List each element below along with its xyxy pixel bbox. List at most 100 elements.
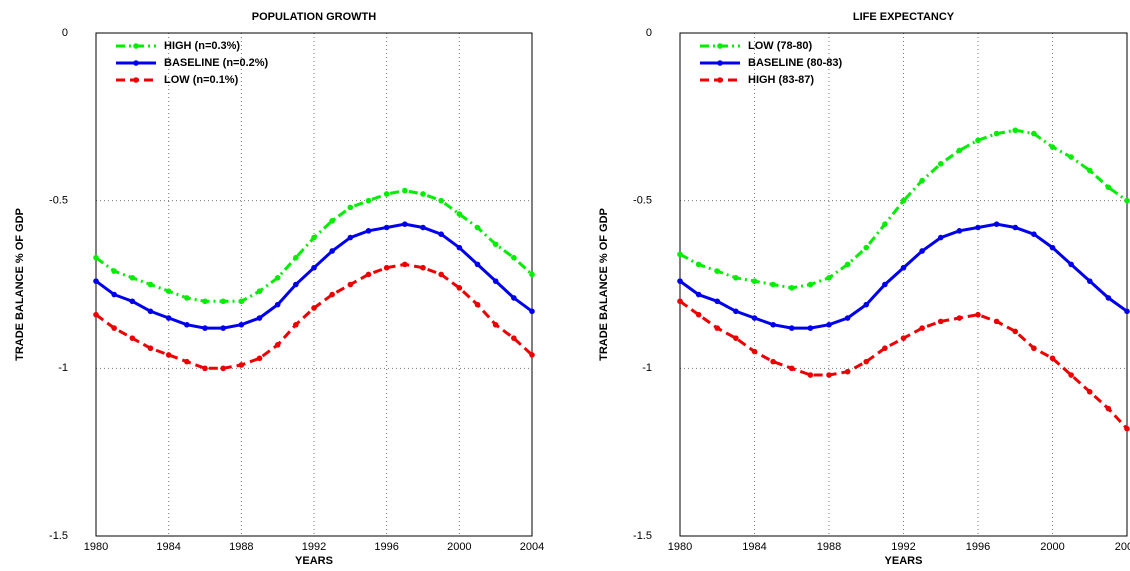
- data-point: [975, 137, 981, 144]
- data-point: [956, 315, 963, 321]
- series-line: [679, 222, 1128, 330]
- data-point: [111, 325, 117, 331]
- data-point: [456, 244, 463, 251]
- data-point: [420, 191, 426, 197]
- data-point: [293, 254, 299, 261]
- data-point: [1012, 224, 1019, 231]
- data-point: [826, 274, 832, 281]
- data-point: [129, 298, 136, 305]
- y-tick-label: -1: [58, 362, 68, 374]
- data-point: [329, 248, 335, 254]
- data-point: [383, 191, 390, 197]
- data-point: [184, 321, 190, 328]
- x-tick-label: 2004: [520, 541, 544, 553]
- data-point: [202, 298, 208, 305]
- data-point: [993, 221, 1000, 227]
- data-point: [751, 278, 758, 284]
- data-point: [456, 211, 463, 217]
- data-point: [919, 248, 925, 254]
- data-point: [993, 130, 1000, 137]
- data-point: [975, 224, 981, 231]
- data-point: [1049, 244, 1056, 251]
- y-tick-label: -1: [642, 362, 652, 374]
- data-point: [1105, 295, 1112, 301]
- data-point: [1049, 144, 1056, 150]
- data-point: [365, 197, 372, 204]
- data-point: [511, 335, 517, 341]
- data-point: [1105, 405, 1112, 412]
- x-axis-label: YEARS: [885, 555, 923, 567]
- data-point: [238, 298, 245, 305]
- data-point: [733, 308, 739, 315]
- data-point: [529, 271, 535, 278]
- data-point: [347, 234, 354, 241]
- data-point: [438, 197, 444, 204]
- data-point: [220, 365, 226, 372]
- data-point: [529, 352, 535, 358]
- x-tick-label: 1996: [966, 541, 990, 553]
- y-tick-label: -1.5: [49, 530, 68, 542]
- data-point: [807, 281, 814, 288]
- data-point: [1068, 372, 1074, 378]
- y-axis-label: TRADE BALANCE % OF GDP: [598, 208, 610, 361]
- data-point: [492, 278, 499, 284]
- data-point: [937, 160, 944, 167]
- legend-label: HIGH (n=0.3%): [164, 40, 240, 52]
- data-point: [919, 177, 925, 184]
- data-point: [474, 261, 481, 268]
- data-point: [826, 372, 832, 378]
- data-point: [882, 221, 888, 227]
- x-tick-label: 2000: [447, 541, 471, 553]
- data-point: [238, 362, 245, 368]
- data-point: [365, 271, 372, 278]
- data-point: [919, 325, 925, 331]
- data-point: [420, 224, 426, 231]
- chart-title: POPULATION GROWTH: [252, 11, 377, 23]
- data-point: [882, 345, 888, 352]
- data-point: [238, 321, 245, 328]
- y-axis-label: TRADE BALANCE % OF GDP: [14, 208, 26, 361]
- x-tick-label: 2004: [1115, 541, 1130, 553]
- data-point: [1124, 308, 1130, 315]
- plot-frame: [679, 32, 1128, 537]
- data-point: [1031, 231, 1037, 237]
- data-point: [1068, 261, 1074, 268]
- data-point: [788, 285, 795, 291]
- data-point: [184, 295, 190, 301]
- data-point: [329, 291, 335, 298]
- legend-label: LOW (78-80): [748, 40, 813, 52]
- data-point: [129, 335, 136, 341]
- x-tick-label: 1980: [668, 541, 692, 553]
- legend-label: BASELINE (80-83): [748, 57, 842, 69]
- data-point: [863, 244, 870, 251]
- legend-marker: [133, 60, 139, 66]
- data-point: [807, 372, 814, 378]
- y-tick-label: -1.5: [633, 530, 652, 542]
- data-point: [882, 281, 888, 288]
- data-point: [365, 228, 372, 234]
- data-point: [402, 261, 408, 268]
- x-tick-label: 1988: [817, 541, 841, 553]
- data-point: [900, 264, 907, 271]
- data-point: [751, 315, 758, 321]
- x-tick-label: 2000: [1040, 541, 1064, 553]
- data-point: [714, 268, 721, 274]
- data-point: [492, 241, 499, 248]
- data-point: [695, 291, 702, 298]
- data-point: [347, 281, 354, 288]
- data-point: [677, 251, 683, 258]
- data-point: [311, 305, 317, 311]
- legend-marker: [133, 77, 139, 83]
- data-point: [1012, 328, 1019, 335]
- legend-marker: [717, 60, 723, 66]
- data-point: [900, 335, 907, 341]
- data-point: [826, 321, 832, 328]
- data-point: [1031, 345, 1037, 352]
- x-tick-label: 1984: [742, 541, 766, 553]
- data-point: [844, 368, 851, 375]
- data-point: [844, 261, 851, 268]
- data-point: [184, 358, 190, 365]
- data-point: [1124, 425, 1130, 432]
- data-point: [474, 224, 481, 231]
